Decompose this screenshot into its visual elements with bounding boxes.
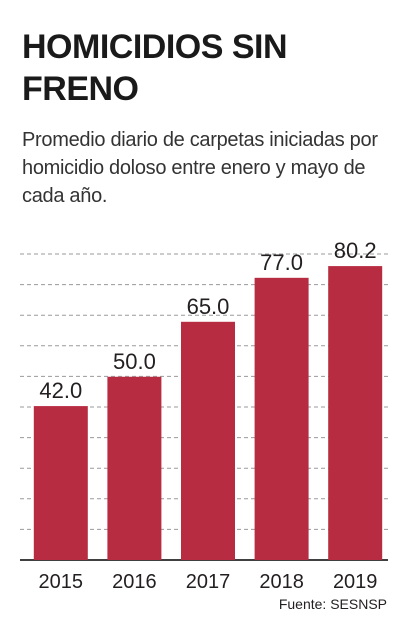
chart-title: HOMICIDIOS SIN FRENO xyxy=(22,28,288,108)
x-tick-label-2018: 2018 xyxy=(259,571,304,593)
x-tick-label-2016: 2016 xyxy=(112,571,157,593)
chart-subtitle: Promedio diario de carpetas iniciadas po… xyxy=(22,129,378,207)
x-tick-label-2017: 2017 xyxy=(186,571,231,593)
data-label-2017: 65.0 xyxy=(187,294,230,319)
data-label-2015: 42.0 xyxy=(39,378,82,403)
bar-2015 xyxy=(33,406,88,560)
data-label-2019: 80.2 xyxy=(334,238,377,263)
source-note: Fuente: SESNSP xyxy=(278,596,387,612)
x-tick-label-2015: 2015 xyxy=(39,571,84,593)
x-tick-label-2019: 2019 xyxy=(333,571,378,593)
data-label-2016: 50.0 xyxy=(113,349,156,374)
bar-2017 xyxy=(181,321,235,560)
bar-2018 xyxy=(254,277,309,560)
data-label-2018: 77.0 xyxy=(260,250,303,275)
bar-2016 xyxy=(107,376,162,560)
bar-2019 xyxy=(328,266,383,560)
